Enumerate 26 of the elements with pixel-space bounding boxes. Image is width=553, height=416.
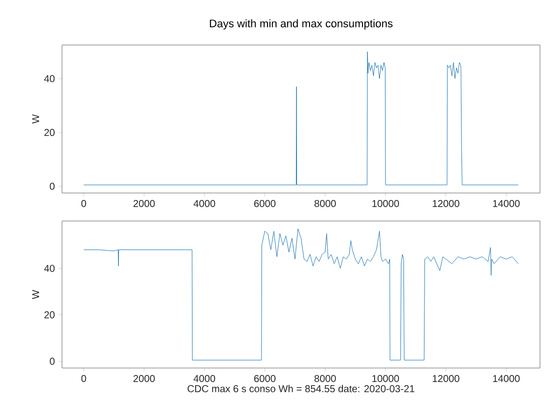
y-tick-label: 20 [44, 128, 55, 136]
x-tick-label: 12000 [432, 200, 460, 208]
x-tick-label: 2000 [134, 375, 155, 382]
x-tick-label: 14000 [493, 200, 520, 208]
y-tick-label: 40 [44, 75, 55, 82]
y-axis-title: W [32, 114, 40, 124]
x-tick-label: 12000 [432, 375, 460, 382]
y-tick-label: 20 [44, 311, 55, 318]
x-tick-label: 10000 [372, 375, 399, 382]
y-tick-label: 40 [44, 264, 55, 272]
x-tick-label: 6000 [254, 375, 276, 382]
y-tick-label: 0 [50, 358, 55, 365]
x-tick-label: 0 [81, 375, 86, 382]
x-tick-label: 10000 [372, 200, 399, 208]
x-tick-label: 0 [81, 200, 86, 208]
chart-title: Days with min and max consumptions [210, 19, 393, 30]
x-tick-label: 14000 [493, 375, 520, 382]
y-tick-label: 0 [50, 182, 55, 190]
x-tick-label: 4000 [194, 375, 216, 382]
y-axis-title: W [32, 290, 40, 300]
x-axis-title: CDC max 6 s conso Wh = 854.55 date: 2020-03-21 [188, 384, 414, 392]
x-tick-label: 4000 [194, 200, 216, 208]
x-tick-label: 2000 [134, 200, 155, 208]
x-tick-label: 8000 [314, 200, 336, 208]
x-tick-label: 6000 [254, 200, 276, 208]
x-tick-label: 8000 [314, 375, 336, 382]
